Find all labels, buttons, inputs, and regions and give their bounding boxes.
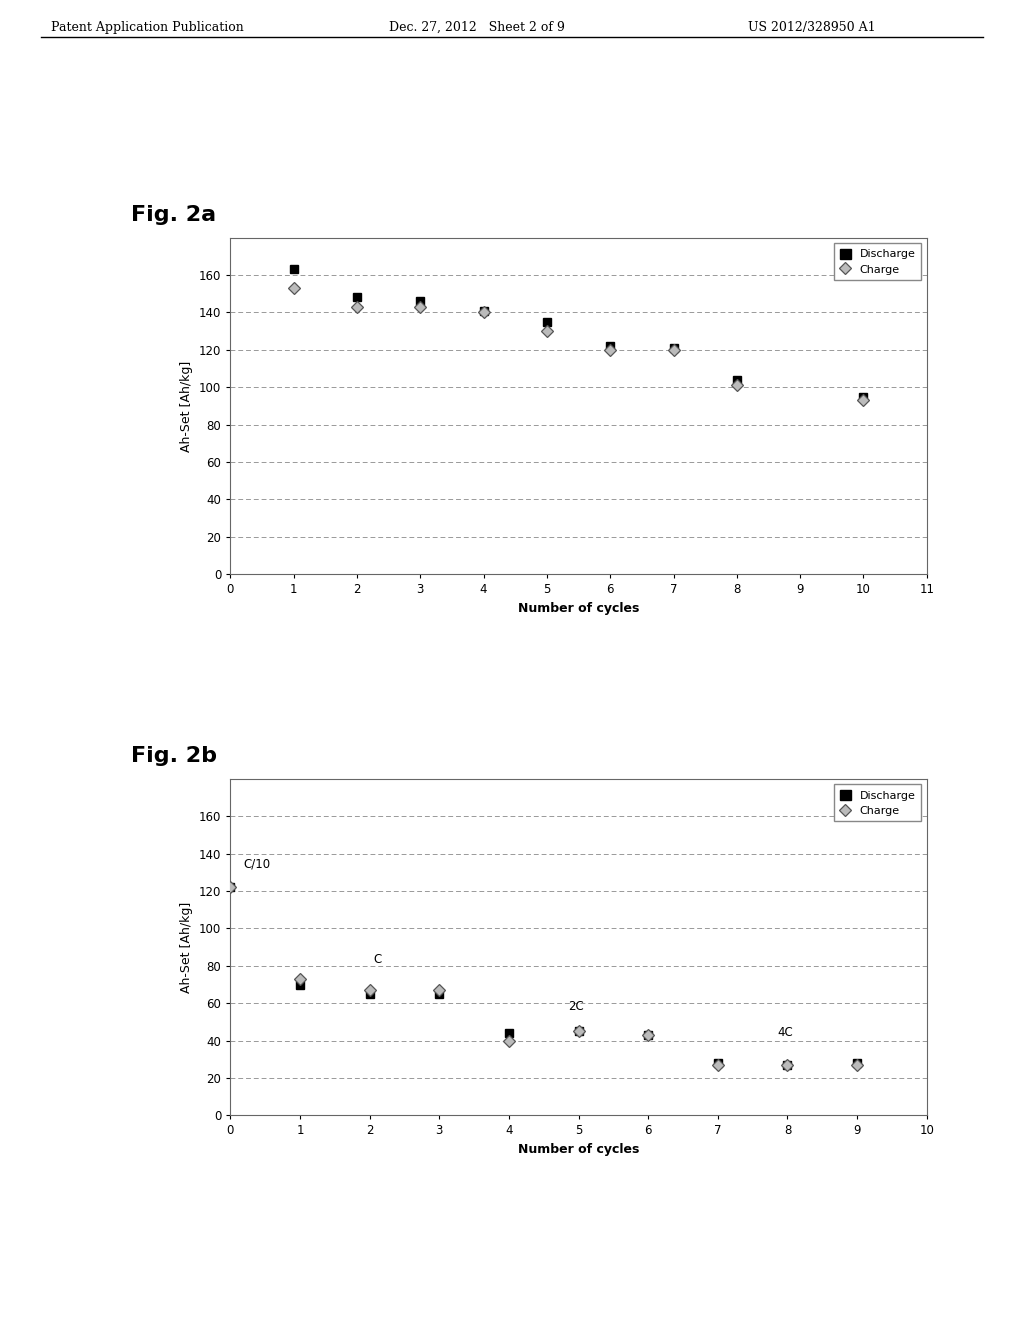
Text: Patent Application Publication: Patent Application Publication xyxy=(51,21,244,34)
Text: Dec. 27, 2012   Sheet 2 of 9: Dec. 27, 2012 Sheet 2 of 9 xyxy=(389,21,565,34)
Text: US 2012/328950 A1: US 2012/328950 A1 xyxy=(748,21,876,34)
Legend: Discharge, Charge: Discharge, Charge xyxy=(835,784,922,821)
Text: C: C xyxy=(373,953,381,966)
Text: 4C: 4C xyxy=(777,1026,793,1039)
X-axis label: Number of cycles: Number of cycles xyxy=(518,1143,639,1156)
Text: C/10: C/10 xyxy=(243,858,270,870)
Legend: Discharge, Charge: Discharge, Charge xyxy=(835,243,922,280)
Text: Fig. 2a: Fig. 2a xyxy=(131,205,216,224)
Y-axis label: Ah-Set [Ah/kg]: Ah-Set [Ah/kg] xyxy=(180,360,194,451)
Text: 2C: 2C xyxy=(568,999,584,1012)
X-axis label: Number of cycles: Number of cycles xyxy=(518,602,639,615)
Y-axis label: Ah-Set [Ah/kg]: Ah-Set [Ah/kg] xyxy=(180,902,194,993)
Text: Fig. 2b: Fig. 2b xyxy=(131,746,217,766)
